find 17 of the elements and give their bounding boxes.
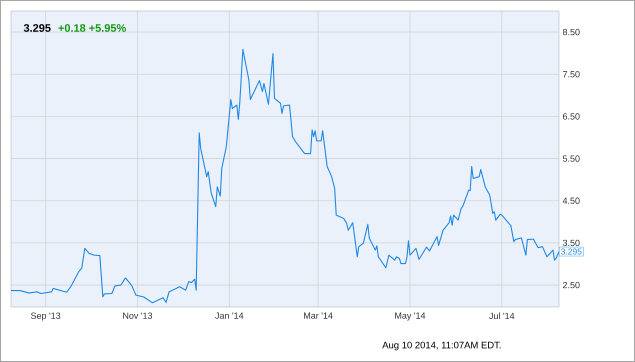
y-tick-label: 5.50: [562, 155, 580, 162]
x-tick-label: Jan '14: [215, 312, 244, 319]
x-tick-label: Nov '13: [123, 312, 152, 319]
text: 3.295: [24, 24, 51, 32]
x-tick-label: Mar '14: [304, 312, 333, 319]
y-tick-label: 6.50: [562, 113, 580, 120]
text: Aug 10 2014, 11:07AM EDT.: [382, 342, 501, 350]
x-tick-label: May '14: [395, 312, 426, 321]
x-tick-label: Sep '13: [30, 312, 60, 321]
annotation: 3.295: [561, 248, 582, 255]
text: +0.18 +5.95%: [58, 24, 126, 32]
y-tick-label: 8.50: [562, 28, 580, 36]
x-tick-label: Jul '14: [489, 312, 514, 320]
y-tick-label: 4.50: [562, 198, 580, 204]
y-tick-label: 3.50: [562, 240, 580, 246]
y-tick-label: 7.50: [562, 71, 580, 78]
y-tick-label: 2.50: [562, 282, 580, 288]
